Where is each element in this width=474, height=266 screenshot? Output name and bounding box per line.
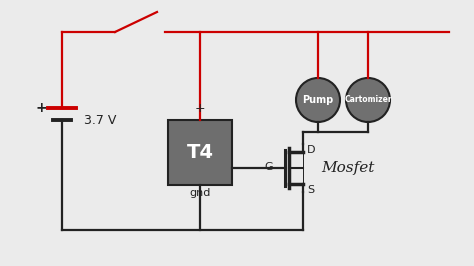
Text: D: D [307, 145, 316, 155]
Text: T4: T4 [186, 143, 213, 162]
Ellipse shape [296, 78, 340, 122]
Text: S: S [307, 185, 314, 195]
Text: +: + [195, 102, 205, 115]
Text: Pump: Pump [302, 95, 334, 105]
Bar [168, 120, 232, 185]
Ellipse shape [346, 78, 390, 122]
Text: 3.7 V: 3.7 V [84, 114, 117, 127]
Text: gnd: gnd [189, 188, 210, 198]
Text: +: + [35, 101, 47, 115]
Text: Mosfet: Mosfet [321, 161, 374, 175]
Text: Cartomizer: Cartomizer [344, 95, 392, 105]
Text: G: G [264, 162, 273, 172]
